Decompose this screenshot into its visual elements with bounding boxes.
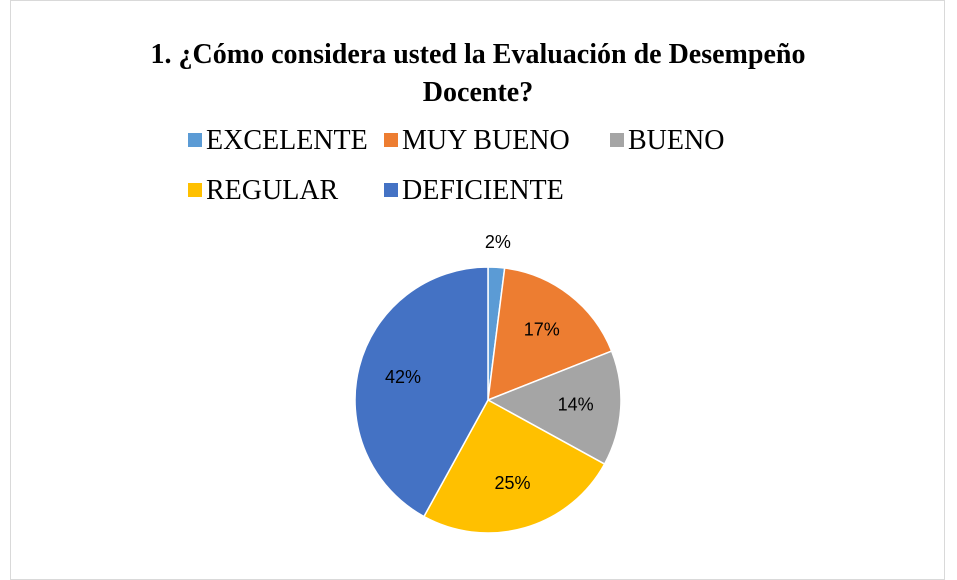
chart-title: 1. ¿Cómo considera usted la Evaluación d… [150,39,806,108]
data-label: 25% [494,473,530,493]
legend-label: EXCELENTE [206,125,368,156]
data-label: 14% [558,394,594,414]
data-label: 42% [385,367,421,387]
legend-swatch [610,133,624,147]
legend: EXCELENTE MUY BUENO BUENO REGULAR DEFICIENTE [188,122,770,210]
legend-swatch [384,183,398,197]
data-label: 2% [485,232,511,252]
pie-slice [487,267,613,402]
legend-item: DEFICIENTE [384,172,610,210]
legend-swatch [384,133,398,147]
legend-item: REGULAR [188,172,384,210]
legend-label: DEFICIENTE [402,175,564,206]
pie-slice [486,350,622,466]
title-box: 1. ¿Cómo considera usted la Evaluación d… [10,36,946,112]
legend-item: BUENO [610,122,770,160]
legend-item: MUY BUENO [384,122,610,160]
legend-label: BUENO [628,125,725,156]
pie-slice [354,266,489,518]
legend-swatch [188,183,202,197]
legend-item: EXCELENTE [188,122,384,160]
pie-slice [422,398,606,534]
data-label: 17% [524,319,560,339]
legend-label: REGULAR [206,175,339,206]
legend-swatch [188,133,202,147]
legend-label: MUY BUENO [402,125,570,156]
